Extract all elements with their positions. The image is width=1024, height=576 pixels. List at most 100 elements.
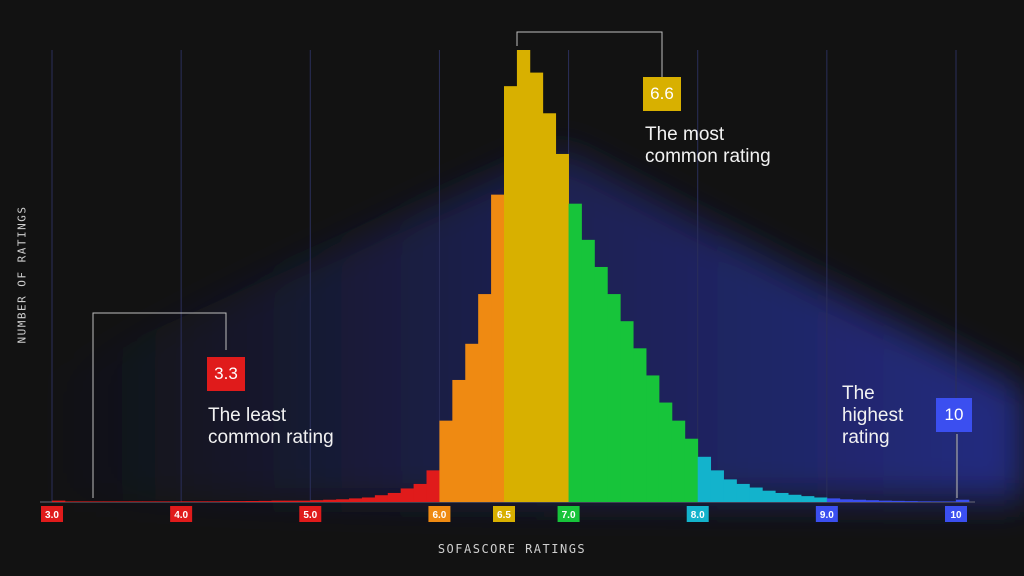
bar	[904, 501, 918, 502]
bar	[555, 153, 569, 502]
bar	[297, 500, 311, 502]
highest-line3: rating	[842, 427, 890, 448]
bar	[116, 501, 130, 502]
bar	[762, 490, 776, 502]
most-common-line2: common rating	[645, 146, 771, 167]
bar	[129, 501, 143, 502]
bar	[387, 492, 402, 502]
bar	[349, 498, 363, 502]
y-axis-label: NUMBER OF RATINGS	[15, 205, 29, 344]
bar	[194, 501, 208, 502]
bar	[400, 488, 414, 502]
x-tick: 9.0	[815, 506, 838, 522]
bar	[77, 501, 92, 502]
x-tick: 10	[945, 506, 967, 522]
bar	[452, 379, 466, 502]
bar	[956, 499, 970, 502]
bar	[465, 343, 479, 502]
bar	[826, 498, 841, 502]
x-axis-label: SOFASCORE RATINGS	[437, 542, 587, 556]
bar	[542, 113, 557, 502]
most-common-line1: The most	[645, 124, 725, 145]
bar	[310, 500, 324, 502]
bar	[568, 203, 582, 502]
x-tick-label: 6.0	[432, 510, 446, 521]
x-tick-box	[299, 506, 322, 522]
bar	[374, 495, 389, 502]
bar	[361, 497, 376, 502]
x-tick-label: 6.5	[497, 510, 511, 521]
bar	[749, 487, 763, 502]
bar	[788, 494, 802, 502]
bar	[878, 500, 892, 502]
x-tick-label: 7.0	[562, 510, 576, 521]
highest-line1: The	[842, 383, 875, 404]
x-tick-label: 10	[950, 510, 962, 521]
x-tick-label: 4.0	[174, 510, 188, 521]
bar	[232, 501, 247, 502]
most-common-badge: 6.6	[643, 77, 681, 111]
least-common-line1: The least	[208, 405, 287, 426]
bar	[219, 501, 234, 502]
least-common-line2: common rating	[208, 427, 334, 448]
bar	[633, 348, 647, 502]
bar	[930, 501, 944, 502]
bar	[323, 499, 337, 502]
bar	[658, 402, 673, 502]
bar	[439, 420, 453, 502]
least-common-bracket	[92, 312, 227, 498]
bar	[865, 500, 879, 502]
x-tick-label: 5.0	[303, 510, 317, 521]
x-tick-label: 8.0	[691, 510, 705, 521]
x-tick-label: 3.0	[45, 510, 59, 521]
highest-rating-badge: 10	[936, 398, 972, 432]
bar	[103, 501, 117, 502]
bar	[529, 72, 544, 502]
x-tick: 8.0	[686, 506, 709, 522]
bar	[891, 500, 905, 502]
bar	[684, 438, 699, 502]
bar	[671, 420, 686, 502]
bar	[710, 470, 724, 502]
bar	[142, 501, 156, 502]
bar	[607, 294, 621, 502]
bar	[271, 500, 285, 502]
bar	[943, 501, 957, 502]
least-common-badge: 3.3	[207, 357, 245, 391]
x-tick: 6.5	[493, 506, 515, 522]
bar	[697, 456, 712, 502]
x-tick-box	[493, 506, 515, 522]
bar	[581, 239, 595, 502]
bar	[620, 321, 634, 502]
x-tick: 7.0	[557, 506, 580, 522]
bar	[852, 499, 866, 502]
bar	[723, 479, 737, 502]
x-tick-labels: 3.0 4.0 5.0 6.0 6.5 7.0 8.0 9.0 10	[41, 506, 967, 522]
bar	[206, 501, 221, 502]
bar	[801, 496, 815, 502]
x-tick-box	[41, 506, 63, 522]
x-tick-box	[428, 506, 451, 522]
highest-rating-text: The highest rating	[842, 383, 903, 449]
bar	[336, 499, 350, 502]
bar	[504, 86, 518, 502]
bar	[646, 375, 660, 502]
bar	[426, 470, 440, 502]
bar	[917, 501, 931, 502]
highest-line2: highest	[842, 405, 904, 426]
bar	[155, 501, 169, 502]
bar	[516, 50, 531, 502]
least-common-text: The least common rating	[208, 405, 334, 449]
bars	[52, 50, 970, 502]
bar	[258, 500, 272, 502]
x-tick-box	[557, 506, 580, 522]
bar	[736, 483, 750, 502]
bar	[284, 500, 298, 502]
bar	[491, 194, 505, 502]
bar	[52, 500, 66, 502]
bar	[813, 497, 828, 502]
bar	[594, 266, 608, 502]
x-tick-box	[686, 506, 709, 522]
bar	[64, 501, 79, 502]
